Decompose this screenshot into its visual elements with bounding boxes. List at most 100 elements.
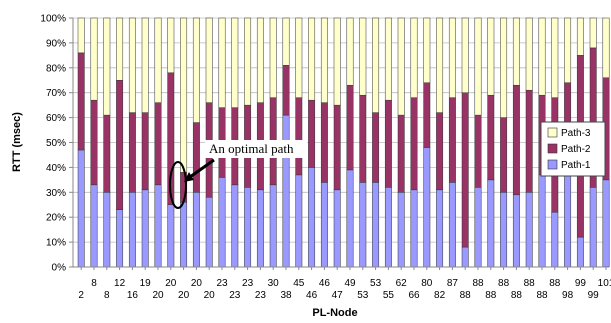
bar-segment-path-1 (320, 182, 328, 268)
bar-segment-path-1 (231, 184, 239, 268)
bar-segment-path-2 (141, 112, 149, 191)
bar-segment-path-1 (359, 182, 367, 268)
bar-segment-path-3 (308, 17, 316, 101)
bar-segment-path-2 (397, 114, 405, 193)
y-tick-label: 60% (46, 113, 66, 124)
bar-segment-path-3 (487, 17, 495, 96)
bar-segment-path-2 (372, 112, 380, 183)
x-tick-label: 2 (78, 290, 84, 301)
bar-segment-path-2 (154, 102, 162, 186)
bar-segment-path-1 (589, 187, 597, 268)
x-tick-label: 46 (306, 290, 318, 301)
x-tick-label: 12 (114, 278, 126, 289)
bar-segment-path-1 (218, 177, 226, 268)
bar-segment-path-1 (576, 236, 584, 268)
bar-segment-path-3 (167, 17, 175, 74)
x-tick-label: 23 (242, 278, 254, 289)
bar-segment-path-2 (359, 94, 367, 183)
bar-segment-path-1 (500, 192, 508, 268)
bar-segment-path-1 (256, 189, 264, 268)
x-tick-label: 23 (255, 290, 267, 301)
bar-segment-path-2 (333, 104, 341, 191)
bar-segment-path-2 (410, 97, 418, 191)
bar-segment-path-2 (500, 117, 508, 193)
x-tick-label: 53 (357, 290, 369, 301)
y-tick-label: 30% (46, 188, 66, 199)
bar-segment-path-1 (282, 114, 290, 268)
bar-segment-path-1 (525, 192, 533, 268)
bar-segment-path-2 (103, 114, 111, 193)
bar-segment-path-3 (576, 17, 584, 56)
bar-segment-path-3 (333, 17, 341, 106)
x-axis-title: PL-Node (312, 307, 357, 319)
y-tick-label: 80% (46, 63, 66, 74)
annotation-arrow (189, 158, 215, 179)
bar-segment-path-2 (320, 102, 328, 183)
bar-segment-path-2 (512, 84, 520, 196)
x-tick-label: 88 (536, 290, 548, 301)
bar-segment-path-3 (180, 17, 188, 173)
bar-segment-path-1 (77, 149, 85, 268)
bar-segment-path-3 (410, 17, 418, 98)
bar-segment-path-3 (474, 17, 482, 116)
y-tick-label: 90% (46, 38, 66, 49)
bar-segment-path-2 (192, 122, 200, 193)
y-tick-label: 100% (40, 14, 66, 25)
x-tick-label: 8 (104, 290, 110, 301)
bar-segment-path-2 (448, 97, 456, 183)
bar-segment-path-1 (269, 184, 277, 268)
bar-segment-path-1 (346, 169, 354, 268)
annotation-text: An optimal path (209, 141, 294, 156)
bar-segment-path-3 (589, 17, 597, 49)
bar-segment-path-1 (205, 197, 213, 268)
bar-segment-path-3 (154, 17, 162, 103)
x-tick-label: 88 (472, 278, 484, 289)
bar-segment-path-1 (154, 184, 162, 268)
bar-segment-path-2 (346, 84, 354, 171)
x-tick-label: 20 (178, 290, 190, 301)
bar-segment-path-2 (90, 99, 98, 186)
bar-segment-path-1 (397, 192, 405, 268)
bar-segment-path-1 (180, 202, 188, 268)
bar-segment-path-2 (474, 114, 482, 188)
bar-segment-path-1 (128, 192, 136, 268)
bar-segment-path-1 (436, 189, 444, 268)
x-tick-label: 82 (434, 290, 446, 301)
bar-segment-path-3 (128, 17, 136, 113)
x-tick-label: 99 (588, 290, 600, 301)
bar-segment-path-2 (308, 99, 316, 168)
x-tick-label: 20 (165, 278, 177, 289)
bar-segment-path-2 (423, 82, 431, 148)
x-tick-label: 53 (370, 278, 382, 289)
bar-segment-path-2 (487, 94, 495, 181)
annotation-ellipse (169, 161, 187, 209)
bar-segment-path-3 (500, 17, 508, 118)
x-tick-label: 98 (562, 290, 574, 301)
x-tick-label: 30 (268, 278, 280, 289)
x-tick-label: 38 (280, 290, 292, 301)
bar-segment-path-3 (461, 17, 469, 93)
x-tick-label: 45 (293, 278, 305, 289)
annotation-text-box (205, 140, 307, 158)
bar-segment-path-1 (333, 189, 341, 268)
bar-segment-path-1 (244, 187, 252, 268)
x-tick-label: 62 (396, 278, 408, 289)
bar-segment-path-2 (436, 112, 444, 191)
bar-segment-path-1 (448, 182, 456, 268)
annotation-optimal-path: An optimal path (169, 140, 307, 209)
bar-segment-path-1 (487, 179, 495, 268)
x-tick-label: 88 (549, 278, 561, 289)
bar-segment-path-3 (103, 17, 111, 116)
bar-segment-path-1 (461, 246, 469, 268)
bar-segment-path-1 (551, 211, 559, 268)
x-tick-label: 87 (447, 278, 459, 289)
bar-segment-path-3 (423, 17, 431, 83)
bar-segment-path-3 (564, 17, 572, 83)
legend-label-path2: Path-2 (561, 144, 591, 155)
bar-segment-path-3 (77, 17, 85, 54)
bars (77, 17, 610, 268)
x-tick-label: 47 (332, 290, 344, 301)
x-tick-label: 88 (511, 290, 523, 301)
y-tick-label: 70% (46, 88, 66, 99)
bar-segment-path-1 (474, 187, 482, 268)
